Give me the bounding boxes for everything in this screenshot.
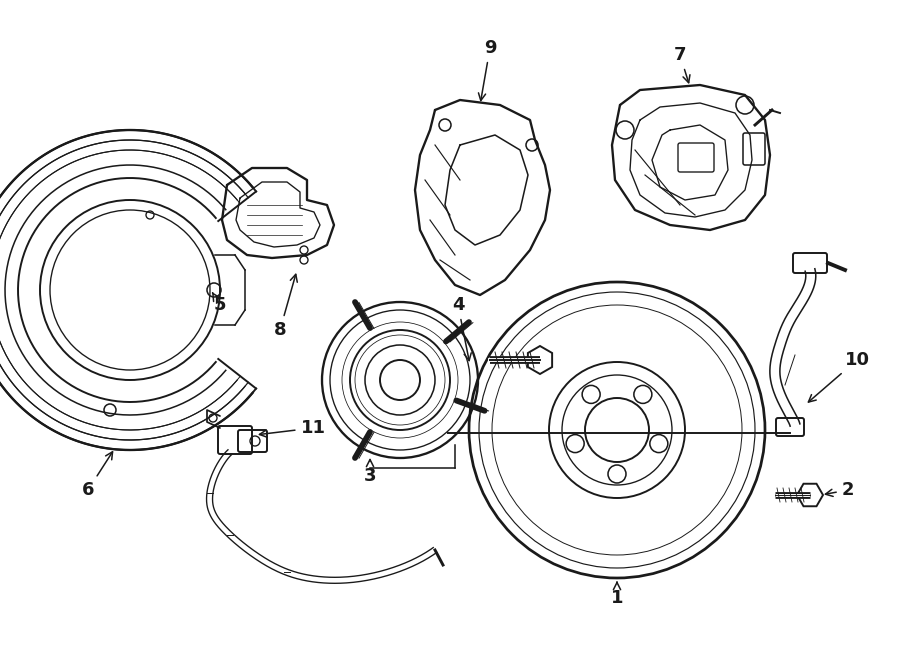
Text: 9: 9 (479, 39, 496, 100)
Text: 2: 2 (825, 481, 854, 499)
Text: 5: 5 (212, 293, 226, 314)
Text: 4: 4 (452, 296, 472, 361)
Text: 8: 8 (274, 274, 297, 339)
Text: 11: 11 (259, 419, 326, 437)
Text: 3: 3 (364, 459, 376, 485)
Text: 7: 7 (674, 46, 690, 83)
Text: 10: 10 (808, 351, 869, 402)
Text: 6: 6 (82, 451, 112, 499)
Text: 1: 1 (611, 582, 623, 607)
